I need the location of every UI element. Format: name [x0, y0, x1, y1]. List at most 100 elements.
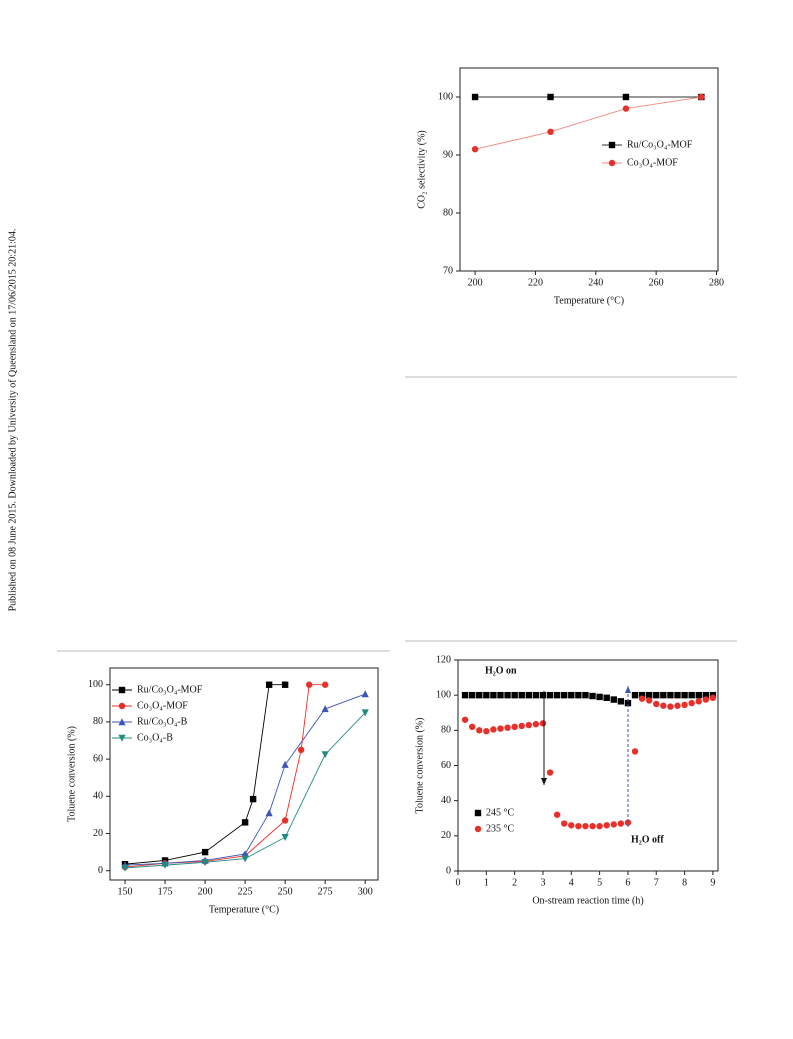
marker [321, 751, 329, 759]
marker [297, 746, 305, 754]
marker [497, 725, 504, 732]
marker [688, 699, 695, 707]
marker [474, 809, 482, 817]
y-tick-label: 100 [438, 91, 453, 102]
marker [321, 681, 329, 688]
y-tick-label: 70 [443, 265, 453, 276]
marker [624, 699, 632, 707]
marker [474, 825, 482, 833]
marker [603, 694, 610, 702]
marker [622, 105, 630, 112]
marker [241, 855, 249, 863]
y-tick-label: 100 [88, 679, 103, 690]
marker [468, 691, 476, 699]
y-axis-label: Toluene conversion (%) [414, 718, 425, 814]
marker [553, 811, 561, 818]
y-tick-label: 60 [441, 760, 451, 771]
marker [582, 691, 589, 699]
x-tick-label: 1 [484, 877, 489, 888]
marker [631, 691, 639, 699]
y-axis-label: CO₂ selectivity (%) [416, 130, 427, 208]
marker [561, 691, 568, 699]
x-tick-label: 7 [654, 877, 659, 888]
marker [546, 691, 554, 699]
marker [525, 691, 533, 699]
marker [461, 716, 469, 723]
series-line [474, 96, 702, 150]
marker [281, 817, 289, 824]
x-tick-label: 5 [597, 877, 602, 888]
y-tick-label: 40 [441, 795, 451, 806]
marker [631, 748, 639, 755]
marker [511, 723, 518, 731]
marker [596, 693, 603, 701]
x-tick-label: 9 [710, 877, 715, 888]
marker [653, 691, 660, 699]
annotation: H₂O on [485, 665, 517, 676]
x-axis-label: On-stream reaction time (h) [532, 895, 643, 906]
x-tick-label: 6 [625, 877, 630, 888]
marker [118, 702, 126, 710]
marker [201, 848, 209, 856]
marker [645, 691, 653, 699]
marker [702, 696, 710, 703]
marker [582, 822, 589, 830]
y-tick-label: 80 [441, 725, 451, 736]
marker [241, 819, 249, 826]
marker [610, 696, 617, 703]
marker [568, 691, 575, 699]
marker [490, 726, 497, 733]
annotation: H₂O off [631, 834, 664, 845]
marker [471, 146, 479, 153]
marker [525, 721, 533, 729]
marker [281, 760, 289, 768]
plot-frame [109, 667, 379, 881]
x-tick-label: 300 [358, 886, 373, 897]
marker [617, 820, 625, 827]
marker [476, 727, 483, 734]
marker [546, 769, 554, 776]
marker [589, 692, 596, 700]
marker [709, 694, 717, 702]
marker [121, 864, 129, 872]
marker [118, 718, 126, 726]
marker [688, 691, 695, 699]
legend-label: 235 °C [486, 823, 514, 834]
y-tick-label: 40 [93, 791, 103, 802]
marker [603, 822, 610, 829]
marker [118, 686, 126, 694]
legend-label: Co₃O₄-MOF [137, 700, 188, 711]
marker [497, 691, 504, 699]
x-tick-label: 280 [709, 277, 724, 288]
x-tick-label: 240 [588, 277, 603, 288]
marker [575, 822, 582, 830]
marker [702, 691, 710, 699]
x-tick-label: 275 [318, 886, 333, 897]
marker [660, 691, 667, 699]
legend-label: Ru/Co₃O₄-MOF [627, 139, 693, 150]
marker [610, 821, 617, 828]
x-tick-label: 2 [512, 877, 517, 888]
marker [575, 691, 582, 699]
margin-text: Published on 08 June 2015. Downloaded by… [7, 229, 18, 612]
marker [667, 703, 674, 710]
legend-label: 245 °C [486, 807, 514, 818]
marker [698, 93, 705, 101]
marker [281, 681, 289, 688]
marker [674, 691, 681, 699]
x-tick-label: 200 [198, 886, 213, 897]
marker [490, 691, 497, 699]
y-axis-label: Toluene conversion (%) [66, 726, 77, 822]
x-tick-label: 8 [682, 877, 687, 888]
marker [504, 724, 511, 731]
plot-frame [459, 67, 719, 272]
x-tick-label: 3 [540, 877, 545, 888]
marker [653, 700, 660, 708]
legend-label: Ru/Co₃O₄-MOF [137, 684, 203, 695]
marker [638, 695, 646, 702]
marker [608, 159, 616, 167]
x-tick-label: 250 [278, 886, 293, 897]
marker [539, 720, 547, 727]
marker [265, 681, 273, 688]
marker [681, 691, 688, 699]
